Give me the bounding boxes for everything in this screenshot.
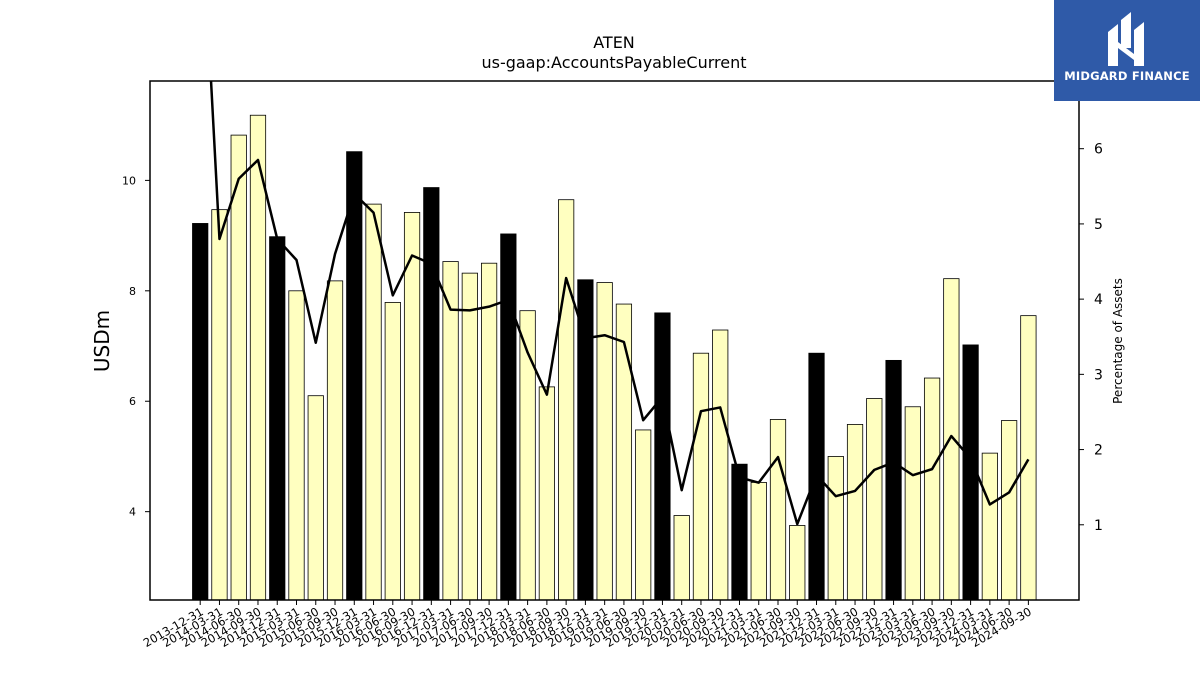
percentage-line (209, 81, 1030, 526)
bar-2013-12-31 (192, 223, 209, 601)
left-axis: 4 6 8 10 (122, 174, 150, 519)
bar-2017-03-31 (442, 261, 459, 601)
chart-subtitle: us-gaap:AccountsPayableCurrent (481, 53, 746, 72)
bar-2015-12-31 (346, 151, 363, 601)
right-axis: 1 2 3 4 5 6 (1079, 142, 1103, 534)
bar-2023-06-30 (923, 377, 941, 601)
bar-2014-03-31 (211, 209, 228, 601)
bar-2019-03-31 (596, 282, 613, 601)
bars-layer (192, 114, 1037, 601)
y-tick-label: 4 (129, 506, 136, 519)
bar-2020-03-31 (673, 515, 690, 601)
y2-tick-label: 5 (1094, 217, 1103, 233)
bar-2022-09-30 (866, 398, 883, 601)
bar-2019-09-30 (635, 429, 652, 601)
bar-2022-12-31 (885, 359, 902, 601)
bar-2015-09-30 (326, 280, 344, 601)
y2-tick-label: 1 (1094, 518, 1103, 534)
bar-2014-12-31 (269, 236, 286, 601)
bar-2022-06-30 (846, 424, 864, 601)
y2-tick-label: 6 (1094, 142, 1103, 158)
bar-2018-06-30 (538, 386, 555, 601)
y2-axis-label: Percentage of Assets (1111, 278, 1125, 404)
bar-2017-12-31 (500, 233, 517, 601)
bar-2015-06-30 (307, 395, 324, 601)
bar-2020-12-31 (731, 463, 748, 601)
x-axis: 2013-12-312014-03-312014-06-302014-09-30… (141, 600, 1034, 650)
y2-tick-label: 3 (1094, 367, 1103, 383)
bar-2023-03-31 (904, 406, 921, 601)
bar-2016-12-31 (423, 187, 440, 601)
chart-title: ATEN (593, 33, 635, 52)
bar-2014-06-30 (230, 134, 247, 601)
bar-2024-06-30 (1001, 420, 1018, 601)
bar-2018-12-31 (577, 279, 594, 601)
bar-2020-09-30 (712, 329, 729, 601)
plot-frame (149, 80, 1080, 601)
bar-2024-09-30 (1020, 315, 1037, 601)
brand-logo: MIDGARD FINANCE (1054, 0, 1200, 101)
y-tick-label: 10 (122, 174, 136, 187)
y-tick-label: 6 (129, 395, 136, 408)
bar-2016-03-31 (365, 203, 382, 601)
bar-2021-06-30 (769, 419, 787, 601)
logo-mark-icon (1108, 12, 1144, 66)
y-tick-label: 8 (129, 285, 136, 298)
bar-2015-03-31 (288, 290, 305, 601)
logo-wordmark: MIDGARD FINANCE (1064, 69, 1190, 83)
line-layer (209, 81, 1030, 526)
bar-2016-09-30 (403, 212, 421, 601)
bar-2021-09-30 (789, 525, 806, 601)
bar-2014-09-30 (249, 114, 267, 601)
bar-2017-09-30 (480, 262, 498, 601)
bar-2020-06-30 (692, 352, 710, 601)
y2-tick-label: 4 (1094, 292, 1103, 308)
bar-2023-09-30 (943, 278, 960, 601)
bar-2019-06-30 (615, 303, 633, 601)
bar-2016-06-30 (384, 301, 401, 601)
bar-2024-03-31 (981, 452, 998, 601)
y-axis-label: USDm (90, 310, 114, 372)
bar-2019-12-31 (654, 312, 671, 601)
bar-2018-09-30 (558, 199, 575, 601)
bar-2017-06-30 (461, 272, 478, 601)
y2-tick-label: 2 (1094, 443, 1103, 459)
bar-2022-03-31 (827, 456, 844, 601)
bar-2021-03-31 (750, 481, 767, 601)
